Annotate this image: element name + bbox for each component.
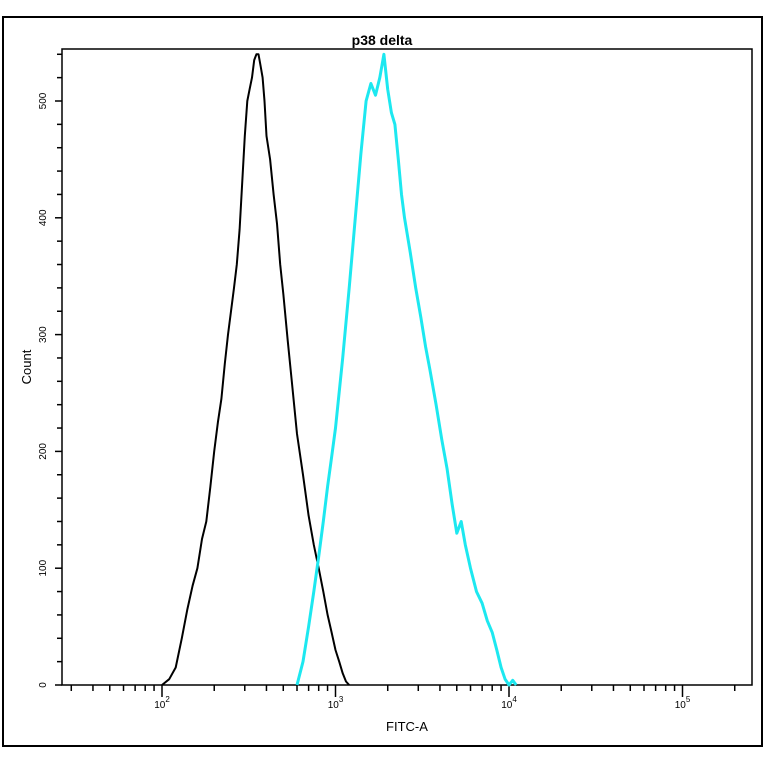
x-axis-label: FITC-A bbox=[386, 719, 428, 734]
y-tick-label: 200 bbox=[38, 443, 49, 460]
chart-title: p38 delta bbox=[352, 32, 413, 48]
x-tick-label: 103 bbox=[328, 695, 344, 711]
y-tick-label: 400 bbox=[38, 209, 49, 226]
y-axis-label: Count bbox=[19, 349, 34, 384]
x-tick-label: 102 bbox=[154, 695, 170, 711]
plot-area bbox=[61, 48, 753, 686]
x-tick-label: 105 bbox=[675, 695, 691, 711]
figure-frame bbox=[2, 16, 763, 747]
y-tick-label: 100 bbox=[38, 559, 49, 576]
y-axis: 0 100 200 300 400 500 bbox=[38, 53, 62, 688]
control-histogram-line bbox=[161, 53, 350, 686]
p38-delta-histogram-line bbox=[295, 52, 518, 687]
x-tick-label: 104 bbox=[501, 695, 517, 711]
x-axis: 102 103 104 105 bbox=[70, 685, 736, 711]
y-tick-label: 300 bbox=[38, 326, 49, 343]
y-tick-label: 0 bbox=[38, 682, 49, 688]
histogram-curves bbox=[161, 52, 518, 687]
y-tick-label: 500 bbox=[38, 92, 49, 109]
